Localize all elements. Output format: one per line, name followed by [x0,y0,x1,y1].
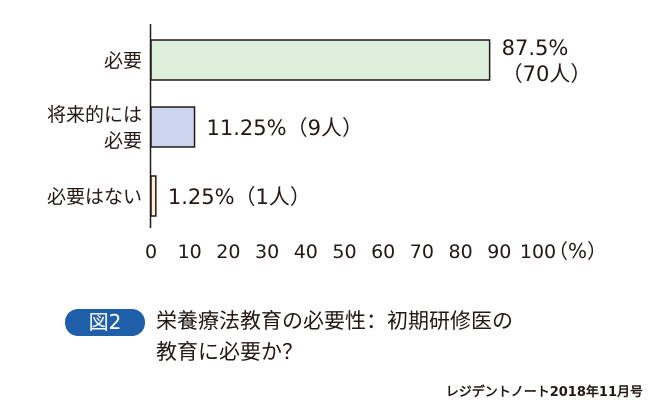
data-label: 11.25%（9人） [207,116,363,140]
figure-title-line: 教育に必要か？ [156,340,303,364]
x-axis-unit: （%） [548,239,607,263]
x-tick-label: 10 [178,241,202,263]
bars-layer [150,39,491,217]
x-tick-label: 90 [487,241,511,263]
bar [150,175,157,217]
figure-title: 栄養療法教育の必要性：初期研修医の 教育に必要か？ [156,306,626,368]
category-label: 必要はない [47,186,142,208]
data-label: 1.25%（1人） [168,185,311,209]
bar [150,106,196,148]
figure-number-badge: 図2 [65,309,145,336]
x-tick-label: 100 [520,241,556,263]
data-labels: 87.5%（70人） 11.25%（9人） 1.25%（1人） [168,36,592,209]
x-tick-label: 60 [371,241,395,263]
x-tick-label: 80 [449,241,473,263]
x-tick-label: 0 [145,241,157,263]
source-credit: レジデントノート2018年11月号 [445,385,643,400]
category-label: 必要 [104,130,142,152]
figure-title-line: 栄養療法教育の必要性：初期研修医の [156,309,513,333]
x-tick-labels: 0 10 20 30 40 50 60 70 80 90 100 [145,241,556,263]
bar [150,39,491,81]
x-tick-label: 30 [255,241,279,263]
x-tick-label: 40 [294,241,318,263]
x-tick-label: 20 [216,241,240,263]
data-label: （70人） [502,62,592,86]
category-label: 将来的には [47,104,142,126]
category-label: 必要 [104,50,142,72]
data-label: 87.5% [502,36,569,60]
x-tick-label: 50 [332,241,356,263]
x-tick-label: 70 [410,241,434,263]
